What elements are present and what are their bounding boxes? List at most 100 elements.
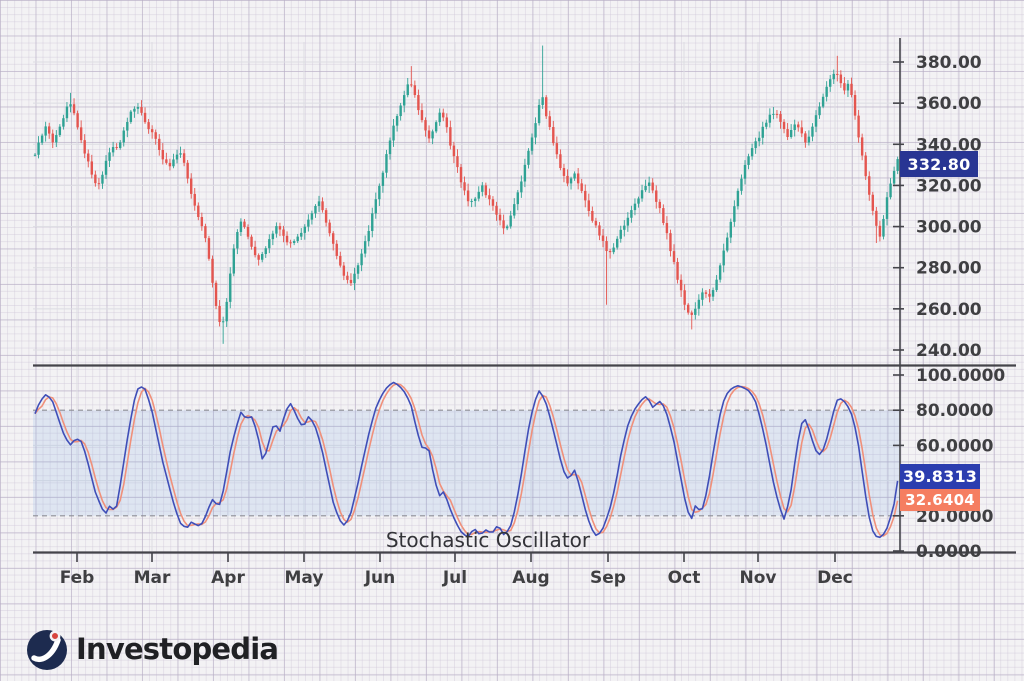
candle-body bbox=[758, 137, 761, 142]
candle-body bbox=[786, 129, 789, 138]
candle-body bbox=[598, 225, 601, 236]
oscillator-tick-label: 100.0000 bbox=[916, 366, 1005, 386]
candle-body bbox=[814, 115, 818, 127]
oscillator-tick-label: 80.0000 bbox=[916, 401, 994, 421]
candle-body bbox=[236, 232, 239, 249]
price-tick-label: 320.00 bbox=[916, 176, 982, 196]
candle-body bbox=[711, 290, 715, 297]
candle-body bbox=[190, 178, 193, 194]
candle-body bbox=[211, 258, 214, 283]
candle-body bbox=[687, 304, 690, 313]
candle-body bbox=[474, 198, 477, 201]
candle-body bbox=[488, 195, 491, 200]
candle-body bbox=[328, 222, 331, 234]
candle-body bbox=[779, 114, 782, 122]
candle-body bbox=[513, 204, 516, 216]
candle-body bbox=[843, 83, 846, 91]
month-label: Mar bbox=[134, 568, 171, 588]
candle-body bbox=[250, 236, 253, 247]
candle-body bbox=[111, 147, 115, 153]
candle-body bbox=[850, 83, 853, 95]
candle-body bbox=[676, 261, 679, 280]
candle-body bbox=[349, 279, 353, 284]
candle-body bbox=[271, 233, 275, 240]
candle-body bbox=[892, 170, 896, 184]
candle-body bbox=[491, 199, 495, 206]
candle-body bbox=[214, 282, 218, 307]
candle-body bbox=[637, 198, 640, 204]
candle-body bbox=[413, 85, 417, 96]
candle-body bbox=[811, 126, 814, 137]
month-label: Sep bbox=[590, 568, 626, 588]
candle-body bbox=[527, 150, 530, 165]
candle-body bbox=[410, 84, 413, 86]
candle-body bbox=[371, 213, 374, 231]
candle-body bbox=[665, 223, 669, 234]
candle-body bbox=[836, 73, 839, 75]
candle-body bbox=[655, 190, 658, 202]
candle-body bbox=[644, 185, 647, 191]
candle-body bbox=[55, 135, 58, 143]
candle-body bbox=[136, 107, 140, 109]
candle-body bbox=[94, 174, 97, 184]
candle-body bbox=[857, 115, 860, 138]
candle-body bbox=[878, 225, 882, 237]
candle-body bbox=[761, 126, 764, 138]
candle-body bbox=[616, 238, 619, 248]
candle-body bbox=[708, 293, 711, 297]
candle-body bbox=[204, 226, 207, 239]
candle-body bbox=[569, 178, 573, 184]
candle-body bbox=[129, 111, 133, 122]
candle-body bbox=[775, 113, 779, 115]
candle-body bbox=[140, 107, 143, 113]
candle-body bbox=[804, 133, 807, 143]
candle-body bbox=[278, 226, 282, 230]
candle-body bbox=[559, 154, 562, 169]
candle-body bbox=[718, 265, 722, 280]
candle-body bbox=[505, 226, 509, 229]
candle-body bbox=[839, 74, 843, 84]
candle-body bbox=[101, 174, 104, 184]
logo-wordmark: Investopedia bbox=[76, 632, 279, 666]
candle-body bbox=[399, 105, 402, 117]
candle-body bbox=[310, 213, 314, 220]
candle-body bbox=[403, 95, 406, 106]
candle-body bbox=[534, 123, 537, 138]
candle-body bbox=[484, 185, 488, 196]
candle-body bbox=[885, 197, 889, 219]
candle-body bbox=[339, 255, 342, 266]
candle-body bbox=[381, 172, 385, 186]
candle-body bbox=[477, 191, 480, 199]
investopedia-logo: Investopedia bbox=[25, 627, 279, 671]
candle-body bbox=[580, 183, 583, 191]
candle-body bbox=[143, 112, 147, 123]
candle-body bbox=[690, 312, 693, 315]
candle-body bbox=[633, 203, 637, 211]
candle-body bbox=[459, 167, 463, 183]
candle-body bbox=[608, 251, 612, 253]
candle-body bbox=[44, 126, 47, 136]
candle-body bbox=[562, 168, 566, 176]
candle-body bbox=[555, 143, 559, 155]
candle-body bbox=[449, 127, 452, 146]
candle-body bbox=[853, 94, 857, 116]
candle-body bbox=[154, 132, 157, 139]
candle-body bbox=[367, 230, 370, 242]
candle-body bbox=[715, 279, 718, 291]
candle-body bbox=[662, 208, 665, 224]
candle-body bbox=[87, 153, 90, 162]
candle-body bbox=[424, 120, 427, 131]
candle-body bbox=[360, 253, 363, 266]
candle-body bbox=[612, 247, 615, 253]
candle-body bbox=[363, 241, 367, 254]
month-label: Jul bbox=[442, 568, 467, 588]
candle-body bbox=[587, 200, 590, 211]
candle-body bbox=[541, 97, 544, 105]
candle-body bbox=[264, 248, 267, 255]
candle-body bbox=[868, 176, 871, 195]
candle-body bbox=[722, 250, 725, 266]
candle-body bbox=[829, 79, 832, 87]
candle-body bbox=[456, 156, 459, 168]
candle-body bbox=[79, 127, 83, 141]
